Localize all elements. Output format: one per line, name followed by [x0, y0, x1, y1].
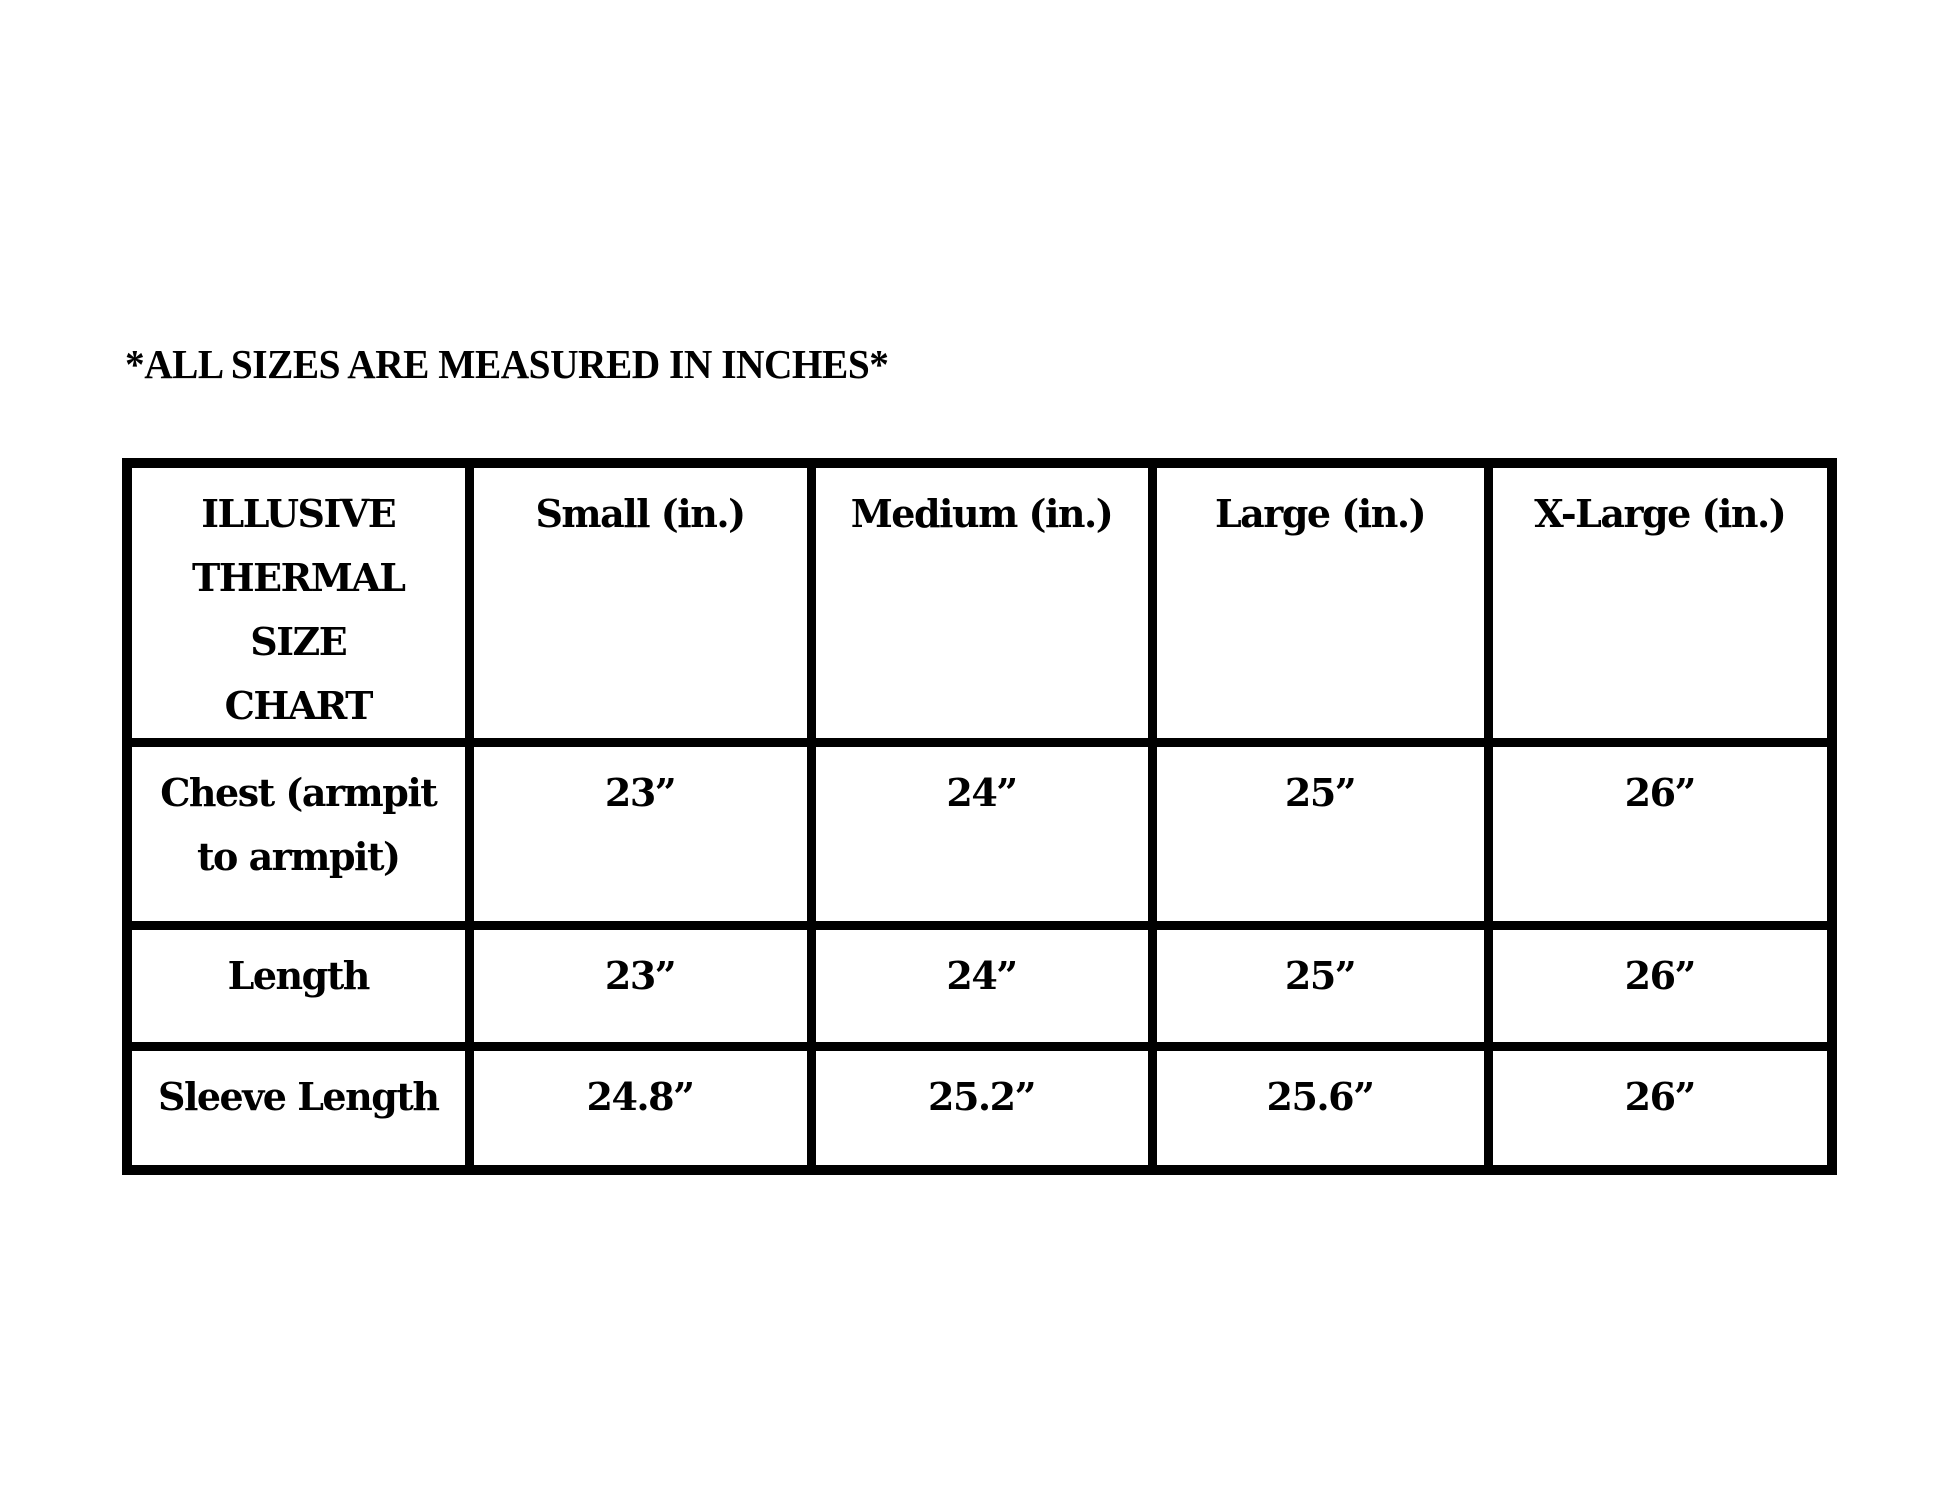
- table-row-chest: Chest (armpit to armpit) 23” 24” 25” 26”: [122, 738, 1837, 930]
- table-cell: 26”: [1483, 921, 1837, 1051]
- header-cell-medium: Medium (in.): [806, 458, 1157, 747]
- table-row-sleeve-length: Sleeve Length 24.8” 25.2” 25.6” 26”: [122, 1042, 1837, 1175]
- table-cell: 23”: [464, 738, 816, 930]
- table-cell: 24”: [806, 738, 1157, 930]
- row-label: Length: [122, 921, 474, 1051]
- header-cell-xlarge: X-Large (in.): [1483, 458, 1837, 747]
- row-label: Chest (armpit to armpit): [122, 738, 474, 930]
- header-cell-large: Large (in.): [1147, 458, 1493, 747]
- table-cell: 24”: [806, 921, 1157, 1051]
- measurement-note: *ALL SIZES ARE MEASURED IN INCHES*: [125, 341, 889, 387]
- table-cell: 25”: [1147, 921, 1493, 1051]
- table-cell: 25”: [1147, 738, 1493, 930]
- header-cell-small: Small (in.): [464, 458, 816, 747]
- table-cell: 25.2”: [806, 1042, 1157, 1175]
- table-row-length: Length 23” 24” 25” 26”: [122, 921, 1837, 1051]
- size-chart-table: ILLUSIVE THERMAL SIZE CHART Small (in.) …: [122, 458, 1837, 1175]
- header-row: ILLUSIVE THERMAL SIZE CHART Small (in.) …: [122, 458, 1837, 747]
- table-cell: 24.8”: [464, 1042, 816, 1175]
- header-cell-title: ILLUSIVE THERMAL SIZE CHART: [122, 458, 474, 747]
- table-cell: 23”: [464, 921, 816, 1051]
- table-cell: 26”: [1483, 738, 1837, 930]
- table-cell: 25.6”: [1147, 1042, 1493, 1175]
- row-label: Sleeve Length: [122, 1042, 474, 1175]
- table-cell: 26”: [1483, 1042, 1837, 1175]
